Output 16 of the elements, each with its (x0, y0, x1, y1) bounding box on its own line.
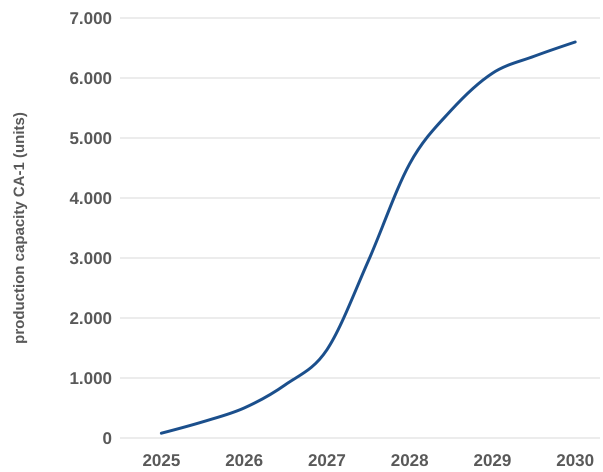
y-tick-label: 2.000 (69, 308, 112, 328)
x-tick-label: 2030 (556, 451, 594, 470)
y-tick-label: 0 (102, 428, 112, 448)
x-tick-label: 2027 (308, 451, 346, 470)
y-axis-title: production capacity CA-1 (units) (11, 112, 28, 344)
y-tick-label: 3.000 (69, 248, 112, 268)
y-tick-label: 1.000 (69, 368, 112, 388)
y-tick-label: 5.000 (69, 128, 112, 148)
y-tick-label: 4.000 (69, 188, 112, 208)
x-tick-label: 2025 (142, 451, 180, 470)
line-series (160, 40, 577, 435)
x-tick-label: 2029 (474, 451, 512, 470)
y-tick-label: 7.000 (69, 8, 112, 28)
x-tick-label: 2026 (225, 451, 264, 470)
x-tick-label: 2028 (390, 451, 429, 470)
y-tick-label: 6.000 (69, 68, 112, 88)
